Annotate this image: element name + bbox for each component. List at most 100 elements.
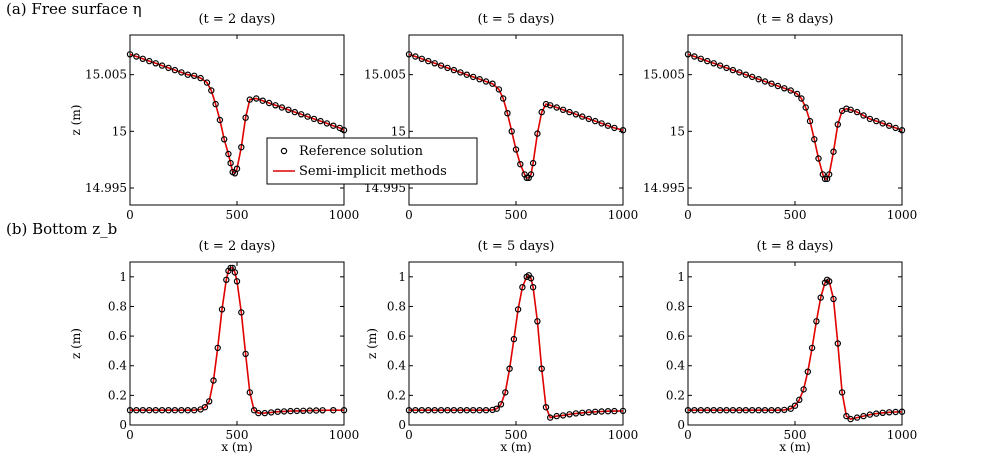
reference-point (716, 407, 724, 414)
reference-point (843, 105, 850, 112)
reference-point (742, 407, 750, 414)
reference-point (817, 294, 824, 301)
reference-point (255, 409, 262, 417)
x-axis-label: x (m) (221, 440, 252, 454)
reference-point (165, 407, 172, 414)
reference-point (598, 120, 605, 127)
reference-point (585, 409, 593, 416)
reference-point (755, 407, 762, 414)
y-tick-label: 0.2 (108, 388, 127, 402)
y-tick-label: 0 (119, 418, 127, 432)
reference-point (559, 412, 567, 419)
reference-point (139, 55, 146, 63)
series-line-semi-implicit (688, 278, 903, 420)
panel-4: 0 500 1000 0 0.2 0.4 0.6 0.8 1 (t = 2 days) x (m) z… (69, 239, 359, 454)
reference-point (133, 407, 140, 414)
reference-point (146, 407, 153, 414)
y-tick-label: 0 (398, 418, 406, 432)
y-tick-label: 15.005 (85, 68, 127, 82)
reference-point (768, 80, 775, 87)
y-tick-label: 15 (670, 124, 685, 138)
x-tick-label: 500 (226, 428, 249, 442)
reference-point (203, 79, 211, 86)
reference-point (146, 57, 153, 65)
y-tick-label: 0.6 (108, 329, 127, 343)
reference-point (886, 122, 893, 129)
reference-point (547, 414, 554, 421)
reference-point (691, 407, 698, 414)
reference-point (519, 284, 526, 291)
reference-point (418, 55, 425, 63)
reference-point (412, 53, 419, 60)
reference-point (697, 55, 705, 63)
x-tick-label: 500 (784, 428, 807, 442)
y-tick-label: 0.6 (666, 329, 685, 343)
reference-point (470, 73, 477, 81)
reference-point (566, 411, 573, 418)
reference-point (340, 407, 348, 414)
series-line-semi-implicit (687, 53, 903, 180)
x-tick-label: 0 (126, 428, 134, 442)
reference-point (126, 51, 134, 58)
reference-point (405, 51, 413, 58)
reference-point (330, 407, 337, 414)
reference-point (223, 276, 230, 283)
y-tick-label: 14.995 (643, 181, 685, 195)
reference-point (504, 109, 511, 117)
reference-point (412, 407, 419, 414)
reference-point (547, 102, 554, 109)
reference-point (559, 106, 567, 114)
series-line-semi-implicit (129, 53, 345, 175)
reference-point (495, 86, 503, 93)
reference-point (843, 412, 850, 420)
reference-point (898, 126, 906, 134)
reference-point (873, 410, 880, 417)
reference-point (298, 111, 305, 118)
reference-point (178, 407, 185, 414)
reference-point (553, 104, 560, 111)
reference-point (523, 174, 530, 181)
reference-point (242, 350, 249, 358)
reference-point (529, 284, 537, 291)
x-tick-label: 1000 (887, 208, 918, 222)
panel-title: (t = 5 days) (477, 12, 554, 27)
reference-point (768, 407, 775, 414)
reference-point (798, 95, 805, 102)
reference-point (811, 136, 818, 143)
reference-point (742, 71, 750, 78)
reference-point (592, 408, 599, 415)
x-axis-label: x (m) (779, 440, 810, 454)
reference-point (892, 408, 899, 416)
x-tick-label: 1000 (329, 208, 360, 222)
reference-point (444, 64, 451, 72)
reference-point (802, 104, 809, 111)
reference-point (152, 60, 159, 67)
reference-point (139, 407, 146, 414)
reference-point (280, 408, 288, 415)
reference-point (527, 275, 535, 282)
legend-marker-reference (280, 147, 288, 155)
legend-label-semi-implicit: Semi-implicit methods (299, 164, 447, 179)
x-tick-label: 1000 (608, 428, 639, 442)
reference-point (165, 64, 172, 72)
reference-point (233, 278, 241, 285)
reference-point (838, 389, 846, 396)
y-tick-label: 15 (391, 124, 406, 138)
y-tick-label: 1 (398, 270, 406, 284)
reference-point (489, 80, 496, 87)
reference-point (278, 104, 286, 111)
x-tick-label: 500 (226, 208, 249, 222)
reference-point (310, 115, 318, 123)
reference-point (227, 264, 234, 272)
reference-point (508, 128, 515, 135)
y-tick-label: 15 (112, 124, 127, 138)
reference-point (330, 122, 337, 129)
reference-point (572, 410, 580, 417)
reference-point (619, 407, 627, 415)
reference-point (534, 130, 541, 137)
reference-point (450, 66, 458, 74)
x-tick-label: 0 (684, 208, 692, 222)
reference-point (319, 407, 326, 414)
reference-point (853, 108, 861, 116)
reference-point (749, 407, 756, 414)
